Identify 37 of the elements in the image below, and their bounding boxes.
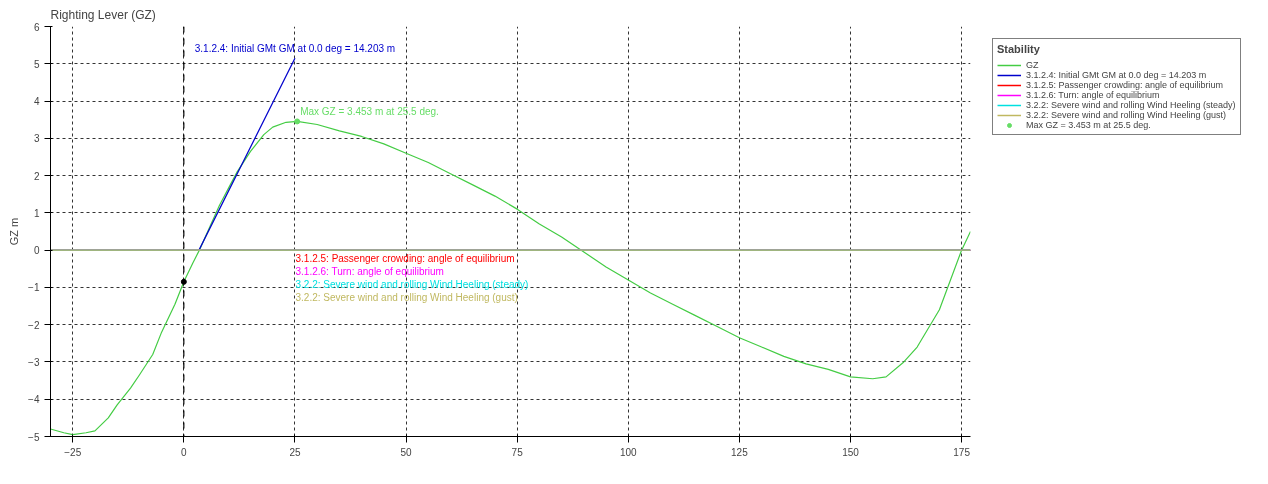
chart-title: Righting Lever (GZ) [50,7,156,22]
text: 3.1.2.6: Turn: angle of equilibrium [295,266,444,278]
y-tick-label: 3 [33,133,40,145]
legend-label: 3.2.2: Severe wind and rolling Wind Heeling (steady) [1026,100,1236,110]
y-tick-label: −5 [28,431,40,443]
text: 3.2.2: Severe wind and rolling Wind Heeling (steady) [295,279,529,291]
x-tick-label: −25 [64,446,82,458]
ref-line-label: 3.1.2.5: Passenger crowding: angle of equilibrium [295,253,515,265]
x-tick-label: 50 [400,446,413,458]
legend-label: 3.2.2: Severe wind and rolling Wind Heeling (gust) [1026,110,1227,120]
legend-label: GZ [1026,60,1040,70]
text: 3.2.2: Severe wind and rolling Wind Heeling (gust) [295,292,518,304]
x-tick-label: 100 [619,446,638,458]
y-tick-label: −3 [28,356,40,368]
annotation: 3.1.2.4: Initial GMt GM at 0.0 deg = 14.203 m [194,43,396,55]
annotation: Max GZ = 3.453 m at 25.5 deg. [300,106,439,118]
x-tick-label: 0 [181,446,188,458]
y-tick-label: 4 [33,96,40,108]
y-tick-label: −1 [28,282,40,294]
legend-title: Stability [997,43,1041,55]
x-tick-label: 150 [842,446,860,458]
legend-label: Max GZ = 3.453 m at 25.5 deg. [1026,120,1151,130]
x-tick-label: 25 [289,446,301,458]
text: 3.1.2.5: Passenger crowding: angle of equilibrium [1026,80,1224,90]
y-tick-label: 5 [33,58,40,70]
x-tick-label: 175 [953,446,971,458]
x-tick-label: 125 [731,446,749,458]
y-tick-label: −2 [28,319,40,331]
y-tick-label: 1 [33,207,40,219]
y-tick-label: 0 [33,245,40,257]
y-tick-label: 6 [33,21,40,33]
x-tick-label: 75 [511,446,524,458]
y-tick-label: 2 [33,170,40,182]
legend-label: 3.1.2.6: Turn: angle of equilibrium [1026,90,1160,100]
legend-label: 3.1.2.4: Initial GMt GM at 0.0 deg = 14.203 m [1026,70,1207,80]
y-tick-label: −4 [28,394,40,406]
y-axis-title: GZ m [8,217,21,246]
